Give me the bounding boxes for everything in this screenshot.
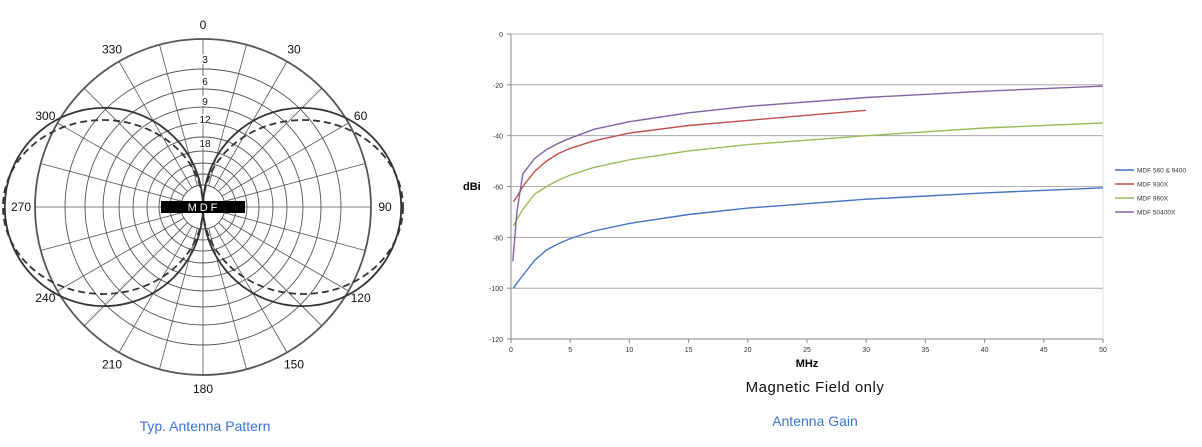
polar-spoke (118, 61, 193, 189)
polar-angle-label: 270 (11, 200, 31, 214)
polar-spoke (118, 225, 193, 353)
gain-series-line (512, 187, 1104, 289)
polar-spoke (208, 44, 247, 186)
polar-radial-label-bg (197, 114, 209, 124)
polar-radial-label: 9 (202, 97, 208, 108)
polar-radial-label: 12 (199, 115, 211, 126)
polar-radial-label: 18 (199, 139, 211, 150)
polar-spoke (159, 228, 198, 370)
gain-x-tick-label: 45 (1040, 347, 1048, 354)
polar-spoke (224, 212, 366, 251)
polar-lobe-dashed (202, 119, 404, 295)
gain-y-tick-label: -60 (493, 185, 503, 192)
polar-spoke (213, 61, 288, 189)
gain-series-line (512, 122, 1104, 227)
gain-legend-entry: MDF 560 & 9400 (1137, 168, 1187, 175)
gain-y-tick-label: 0 (499, 32, 503, 39)
polar-spoke (208, 228, 247, 370)
polar-spoke (218, 222, 323, 327)
polar-radial-label-bg (197, 54, 209, 64)
polar-angle-label: 240 (35, 291, 55, 305)
polar-radial-label-bg (197, 138, 209, 148)
gain-y-tick-label: -40 (493, 134, 503, 141)
polar-center-label: MDF (188, 202, 221, 214)
gain-x-tick-label: 20 (744, 347, 752, 354)
gain-x-tick-label: 50 (1099, 347, 1107, 354)
polar-spoke (221, 217, 349, 292)
gain-y-tick-label: -100 (489, 286, 503, 293)
polar-angle-label: 330 (102, 42, 122, 56)
gain-legend-entry: MDF 960X (1137, 196, 1169, 203)
polar-spoke (40, 212, 182, 251)
polar-radial-labels: 3 6 9 12 18 (197, 54, 211, 150)
polar-angle-labels: 0 30 60 90 120 150 180 210 240 270 300 330 (11, 18, 392, 396)
gain-y-tick-labels: 0 -20 -40 -60 -80 -100 -120 (489, 32, 511, 344)
gain-series-lines (512, 85, 1104, 289)
gain-gridlines (511, 33, 1104, 339)
polar-angle-label: 180 (193, 382, 213, 396)
gain-y-tick-label: -20 (493, 83, 503, 90)
gain-y-tick-label: -120 (489, 337, 503, 344)
polar-chart-caption: Typ. Antenna Pattern (139, 418, 271, 434)
polar-radial-label: 6 (202, 77, 208, 88)
polar-spoke (40, 163, 182, 202)
gain-x-tick-label: 35 (922, 347, 930, 354)
gain-legend-entry: MDF 50400X (1137, 210, 1176, 217)
gain-x-tick-label: 30 (862, 347, 870, 354)
gain-x-tick-label: 0 (509, 347, 513, 354)
gain-legend: MDF 560 & 9400 MDF 930X MDF 960X MDF 50400X (1115, 168, 1187, 217)
gain-x-tick-labels: 0 5 10 15 20 25 30 35 40 45 50 (509, 339, 1107, 354)
polar-spoke (83, 222, 188, 327)
gain-x-tick-label: 40 (981, 347, 989, 354)
polar-angle-label: 60 (354, 109, 368, 123)
gain-chart: 0 -20 -40 -60 -80 -100 -120 0 5 10 15 20 25 30 35 40 45… (463, 32, 1187, 370)
gain-series-line (512, 85, 1104, 262)
gain-chart-subtitle: Magnetic Field only (745, 379, 885, 396)
polar-angle-label: 30 (287, 42, 301, 56)
gain-x-axis-label: MHz (796, 358, 819, 370)
gain-legend-entry: MDF 930X (1137, 182, 1169, 189)
gain-x-tick-label: 15 (685, 347, 693, 354)
polar-angle-label: 120 (351, 291, 371, 305)
gain-x-tick-label: 10 (626, 347, 634, 354)
polar-spoke (159, 44, 198, 186)
polar-radial-label-bg (197, 96, 209, 106)
gain-y-tick-label: -80 (493, 235, 503, 242)
polar-angle-label: 0 (200, 18, 207, 32)
polar-angle-label: 90 (378, 200, 392, 214)
gain-x-tick-label: 5 (568, 347, 572, 354)
polar-spoke (57, 122, 185, 197)
gain-y-axis-label: dBi (463, 181, 481, 193)
polar-angle-label: 150 (284, 358, 304, 372)
gain-series-line (512, 109, 867, 203)
polar-angle-label: 210 (102, 358, 122, 372)
polar-radial-label: 3 (202, 55, 208, 66)
polar-spoke (83, 87, 188, 192)
gain-x-tick-label: 25 (803, 347, 811, 354)
polar-radial-label-bg (197, 76, 209, 86)
polar-spoke (213, 225, 288, 353)
polar-spoke (57, 217, 185, 292)
polar-spoke (218, 87, 323, 192)
polar-angle-label: 300 (35, 109, 55, 123)
polar-spoke (221, 122, 349, 197)
gain-chart-caption: Antenna Gain (772, 413, 858, 429)
polar-spoke (224, 163, 366, 202)
polar-center-badge: MDF (161, 201, 245, 214)
polar-center-rect (161, 201, 245, 213)
